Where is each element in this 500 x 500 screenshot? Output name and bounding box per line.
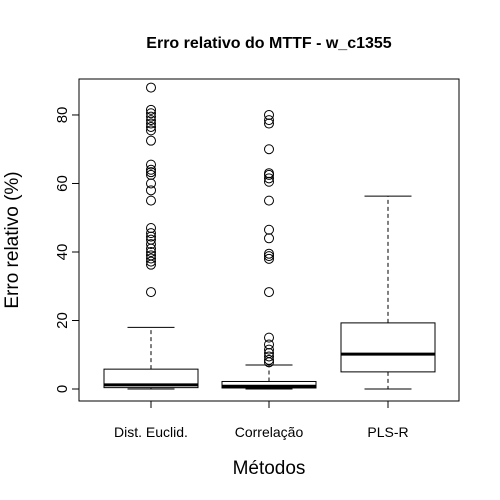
outlier-point bbox=[146, 167, 156, 178]
outlier-point bbox=[146, 169, 156, 180]
box bbox=[221, 380, 317, 389]
x-tick-label: Dist. Euclid. bbox=[114, 424, 188, 440]
y-tick-label: 40 bbox=[54, 244, 71, 261]
outlier-point bbox=[146, 108, 156, 119]
outlier-point bbox=[146, 256, 156, 267]
x-tick-label: PLS-R bbox=[367, 424, 408, 440]
y-tick-label: 0 bbox=[54, 385, 71, 393]
x-axis: Dist. Euclid. Correlação PLS-R bbox=[114, 400, 409, 440]
box bbox=[340, 322, 436, 373]
outlier-point bbox=[146, 250, 156, 261]
y-tick-label: 20 bbox=[54, 312, 71, 329]
outlier-point bbox=[146, 246, 156, 257]
outlier-point bbox=[146, 82, 156, 93]
outlier-point bbox=[264, 109, 274, 120]
outlier-point bbox=[146, 121, 156, 132]
outlier-point bbox=[146, 118, 156, 129]
outlier-point bbox=[264, 251, 274, 262]
outlier-point bbox=[146, 195, 156, 206]
x-axis-label: Métodos bbox=[233, 458, 306, 479]
y-tick-label: 80 bbox=[54, 107, 71, 124]
outlier-point bbox=[146, 104, 156, 115]
outlier-point bbox=[146, 287, 156, 298]
outlier-point bbox=[146, 115, 156, 126]
outlier-point bbox=[146, 159, 156, 170]
outlier-point bbox=[264, 115, 274, 126]
outlier-point bbox=[146, 239, 156, 250]
y-axis: 0 20 40 60 80 bbox=[54, 107, 80, 393]
outlier-point bbox=[264, 173, 274, 184]
chart-title: Erro relativo do MTTF - w_c1355 bbox=[146, 35, 392, 52]
outlier-point bbox=[264, 253, 274, 264]
outlier-point bbox=[264, 287, 274, 298]
box-group bbox=[103, 82, 436, 390]
outlier-point bbox=[264, 233, 274, 244]
box bbox=[103, 368, 199, 389]
outlier-point bbox=[264, 354, 274, 365]
outlier-point bbox=[264, 195, 274, 206]
outlier-point bbox=[264, 332, 274, 343]
outlier-point bbox=[264, 344, 274, 355]
outlier-point bbox=[264, 339, 274, 350]
outlier-point bbox=[264, 351, 274, 362]
outlier-point bbox=[146, 135, 156, 146]
outlier-point bbox=[146, 228, 156, 239]
outlier-point bbox=[264, 248, 274, 259]
outlier-point bbox=[146, 178, 156, 189]
outlier-point bbox=[146, 164, 156, 175]
outlier-point bbox=[146, 111, 156, 122]
outlier-point bbox=[146, 125, 156, 136]
outlier-point bbox=[264, 168, 274, 179]
outlier-point bbox=[264, 224, 274, 235]
y-tick-label: 60 bbox=[54, 175, 71, 192]
x-tick-label: Correlação bbox=[235, 424, 304, 440]
outlier-point bbox=[146, 185, 156, 196]
outlier-point bbox=[146, 253, 156, 264]
outlier-point bbox=[146, 223, 156, 234]
outlier-point bbox=[264, 144, 274, 155]
y-axis-label: Erro relativo (%) bbox=[2, 171, 23, 308]
outlier-point bbox=[146, 234, 156, 245]
